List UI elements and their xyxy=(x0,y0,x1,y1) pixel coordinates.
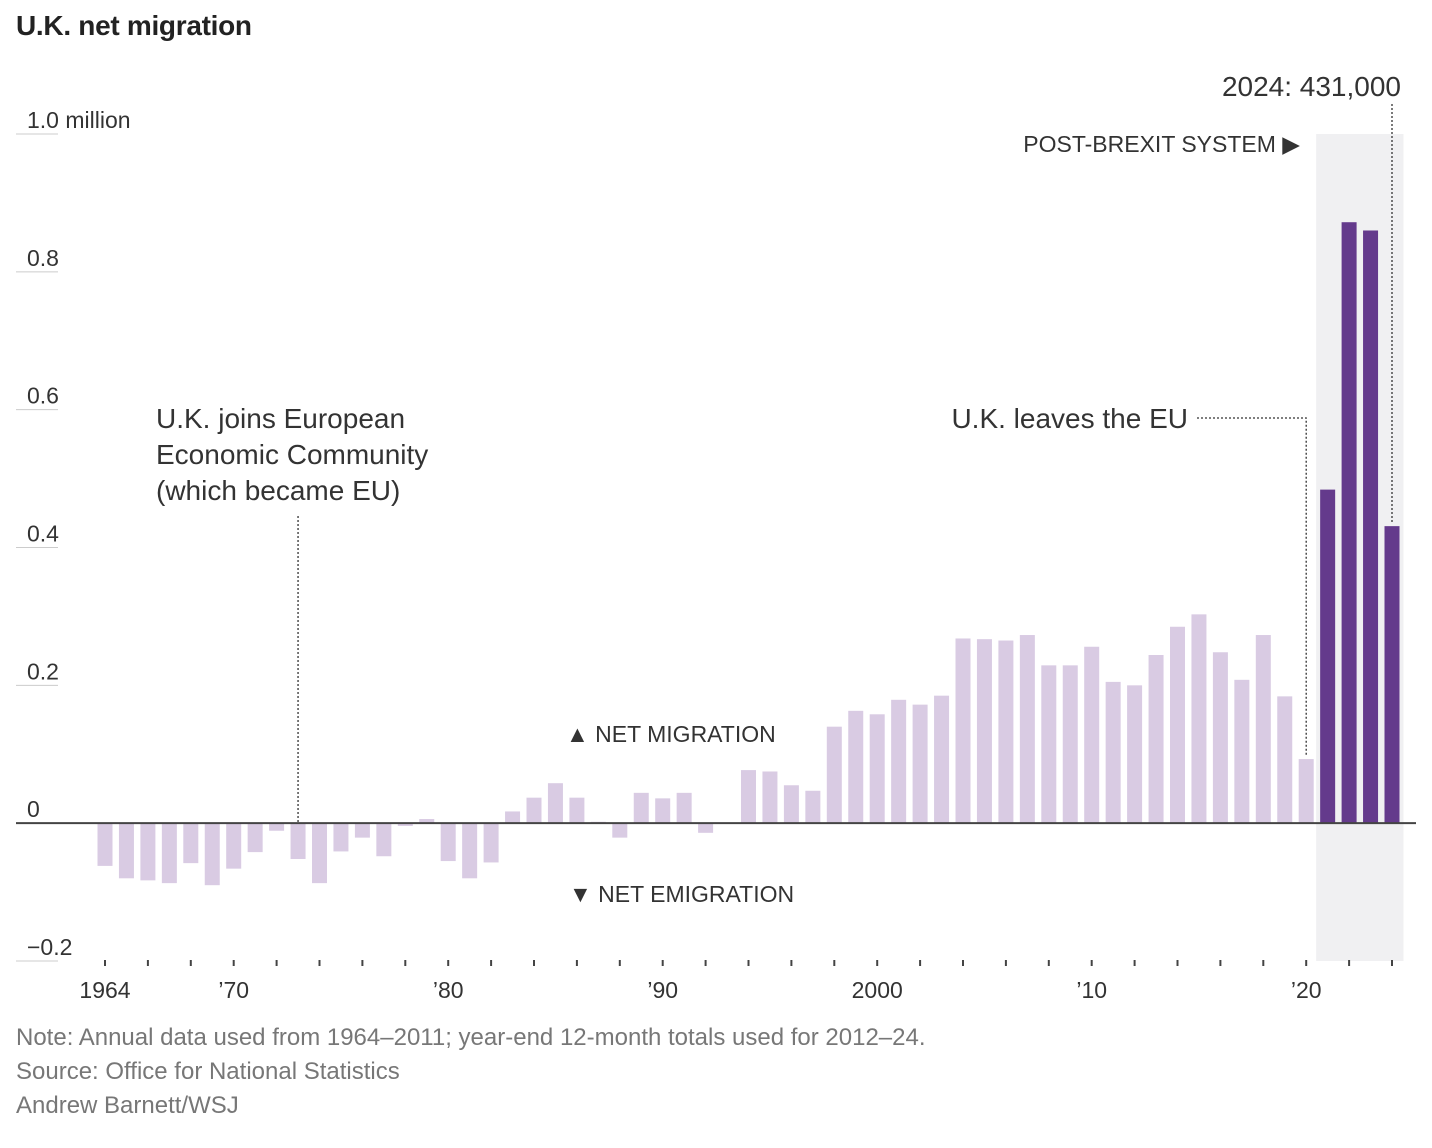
bar xyxy=(612,823,628,838)
bar xyxy=(140,823,156,881)
bar xyxy=(655,798,671,824)
net-migration-label: ▲ NET MIGRATION xyxy=(566,721,776,747)
x-tick-label: ’70 xyxy=(218,977,249,1003)
bar xyxy=(891,699,907,824)
bar xyxy=(1384,526,1400,824)
bar xyxy=(483,823,499,863)
bar xyxy=(698,823,714,833)
bar xyxy=(1320,489,1336,824)
bar xyxy=(118,823,134,879)
bar xyxy=(1041,665,1057,824)
x-tick-label: 2000 xyxy=(852,977,903,1003)
bar xyxy=(269,823,285,831)
bar-layer xyxy=(97,222,1400,886)
eec-annotation-text: (which became EU) xyxy=(156,475,400,506)
chart-area: 1.0 million 0.8 0.6 0.4 0.2 0 −0.2 1964 ’70 ’80 ’… xyxy=(16,71,1416,1003)
bar xyxy=(397,823,413,826)
x-tick-label: ’10 xyxy=(1076,977,1107,1003)
bar xyxy=(1298,759,1314,824)
eec-annotation-text: U.K. joins European xyxy=(156,403,405,434)
bar xyxy=(976,639,992,824)
x-tick-label: ’20 xyxy=(1291,977,1322,1003)
bar xyxy=(912,704,928,824)
y-tick-label: 1.0 million xyxy=(27,107,131,133)
bar xyxy=(440,823,456,862)
bar xyxy=(505,811,521,824)
y-tick-label: 0.2 xyxy=(27,658,59,684)
net-emigration-label: ▼ NET EMIGRATION xyxy=(569,881,794,907)
bar xyxy=(741,770,756,824)
bar xyxy=(290,823,306,860)
bar xyxy=(1234,679,1250,824)
bar xyxy=(1105,681,1121,824)
leaves-eu-leader-line xyxy=(1197,417,1307,756)
bar xyxy=(97,823,113,866)
final-value-label: 2024: 431,000 xyxy=(1222,71,1401,102)
annotation-layer: U.K. joins European Economic Community (wh… xyxy=(156,71,1401,907)
chart-title: U.K. net migration xyxy=(16,10,252,41)
x-tick-label: ’80 xyxy=(433,977,464,1003)
y-tick-label: 0.8 xyxy=(27,245,59,271)
y-tick-label: 0.6 xyxy=(27,383,59,409)
bar xyxy=(998,640,1014,824)
bar xyxy=(462,823,478,879)
bar xyxy=(1363,230,1379,824)
bar xyxy=(161,823,177,884)
x-axis: 1964 ’70 ’80 ’90 2000 ’10 ’20 xyxy=(16,822,1416,1003)
leaves-eu-annotation-text: U.K. leaves the EU xyxy=(951,403,1188,434)
bar xyxy=(955,638,971,824)
bar xyxy=(526,797,542,824)
post-brexit-label: POST-BREXIT SYSTEM ▶ xyxy=(1023,131,1300,157)
bar xyxy=(354,823,370,838)
bar xyxy=(204,823,220,886)
footer-source: Source: Office for National Statistics xyxy=(16,1058,400,1085)
bar xyxy=(1084,646,1100,824)
bar xyxy=(1212,652,1228,824)
y-tick-label: −0.2 xyxy=(27,934,72,960)
bar xyxy=(1170,626,1185,824)
bar xyxy=(1277,696,1293,824)
bar xyxy=(1148,655,1164,824)
bar xyxy=(226,823,242,869)
bar xyxy=(633,792,649,824)
eec-annotation-text: Economic Community xyxy=(156,439,428,470)
bar xyxy=(783,785,799,824)
x-tick-label: ’90 xyxy=(647,977,678,1003)
bar xyxy=(1341,222,1357,824)
footer-credit: Andrew Barnett/WSJ xyxy=(16,1092,239,1119)
bar xyxy=(848,710,864,824)
bar xyxy=(805,790,821,824)
y-axis-ticks: 1.0 million 0.8 0.6 0.4 0.2 0 −0.2 xyxy=(16,107,131,962)
bar xyxy=(376,823,392,857)
bar xyxy=(826,726,842,824)
bar xyxy=(183,823,199,864)
bar xyxy=(934,695,950,824)
y-tick-label: 0 xyxy=(27,796,40,822)
bar xyxy=(312,823,327,884)
bar xyxy=(762,771,778,824)
bar xyxy=(1127,685,1143,824)
bar xyxy=(1019,635,1035,824)
y-tick-label: 0.4 xyxy=(27,521,59,547)
bar xyxy=(333,823,349,852)
bar xyxy=(569,797,585,824)
bar xyxy=(1062,665,1078,824)
bar xyxy=(676,792,692,824)
footer-note: Note: Annual data used from 1964–2011; y… xyxy=(16,1024,926,1051)
bar xyxy=(1191,614,1207,824)
x-tick-label: 1964 xyxy=(79,977,130,1003)
bar xyxy=(869,714,885,824)
bar xyxy=(1255,635,1271,824)
bar xyxy=(247,823,263,853)
bar xyxy=(419,819,435,824)
bar xyxy=(547,783,563,824)
